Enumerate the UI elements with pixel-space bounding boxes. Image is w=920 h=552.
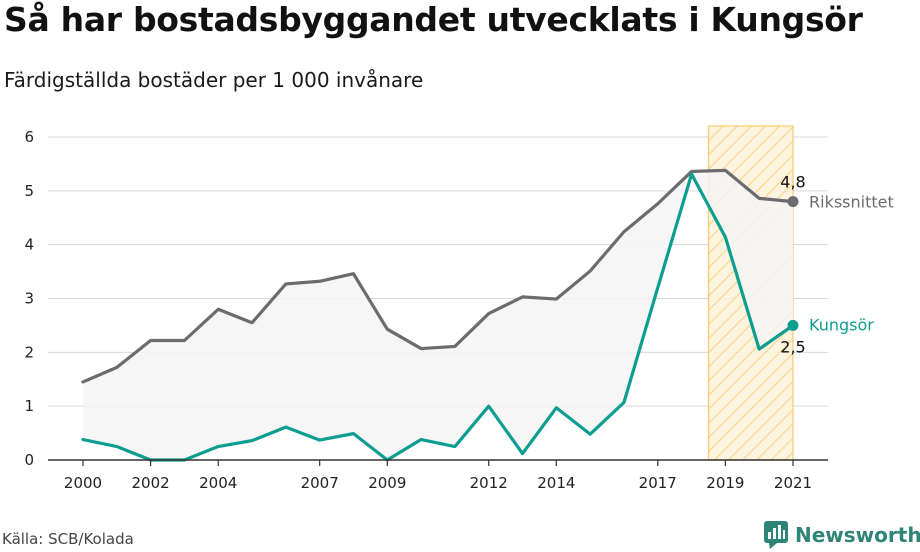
series-line-rikssnittet (81, 168, 795, 384)
series-name-rikssnittet: Rikssnittet (809, 193, 894, 212)
series-name-kungsor: Kungsör (809, 315, 874, 334)
end-point-kungs-r (787, 319, 799, 331)
y-tick-label: 6 (24, 128, 34, 146)
y-tick-label: 3 (24, 290, 34, 308)
y-tick-label: 5 (24, 182, 34, 200)
y-tick-label: 1 (24, 397, 34, 415)
y-tick-label: 2 (24, 343, 34, 361)
brand-logo: Newsworthy (764, 519, 920, 551)
x-tick-label: 2017 (639, 474, 677, 492)
x-tick-label: 2009 (368, 474, 406, 492)
x-tick-label: 2002 (132, 474, 170, 492)
source-note: Källa: SCB/Kolada (2, 530, 134, 548)
brand-name: Newsworthy (795, 523, 920, 547)
x-tick-label: 2021 (774, 474, 812, 492)
series-lines (81, 168, 799, 462)
between-series-fill (83, 170, 793, 461)
newsworthy-logo-icon (764, 521, 788, 549)
x-tick-label: 2007 (301, 474, 339, 492)
chart-subtitle: Färdigställda bostäder per 1 000 invånar… (4, 68, 424, 92)
value-label-rikssnittet: 4,8 (780, 173, 805, 192)
x-tick-label: 2004 (199, 474, 237, 492)
y-tick-label: 4 (24, 236, 34, 254)
chart-title: Så har bostadsbyggandet utvecklats i Kun… (4, 0, 863, 39)
area-between-series (83, 170, 793, 461)
x-tick-label: 2019 (706, 474, 744, 492)
series-line-kungs-r (81, 172, 795, 462)
x-tick-label: 2014 (537, 474, 575, 492)
y-tick-label: 0 (24, 451, 34, 469)
end-point-rikssnittet (787, 196, 799, 208)
x-tick-label: 2000 (64, 474, 102, 492)
x-tick-label: 2012 (470, 474, 508, 492)
value-label-kungsor: 2,5 (780, 337, 805, 356)
axes: 0 1 2 3 4 5 6 2000 2002 2004 2007 2009 2012 2014 2017 2… (24, 128, 828, 492)
